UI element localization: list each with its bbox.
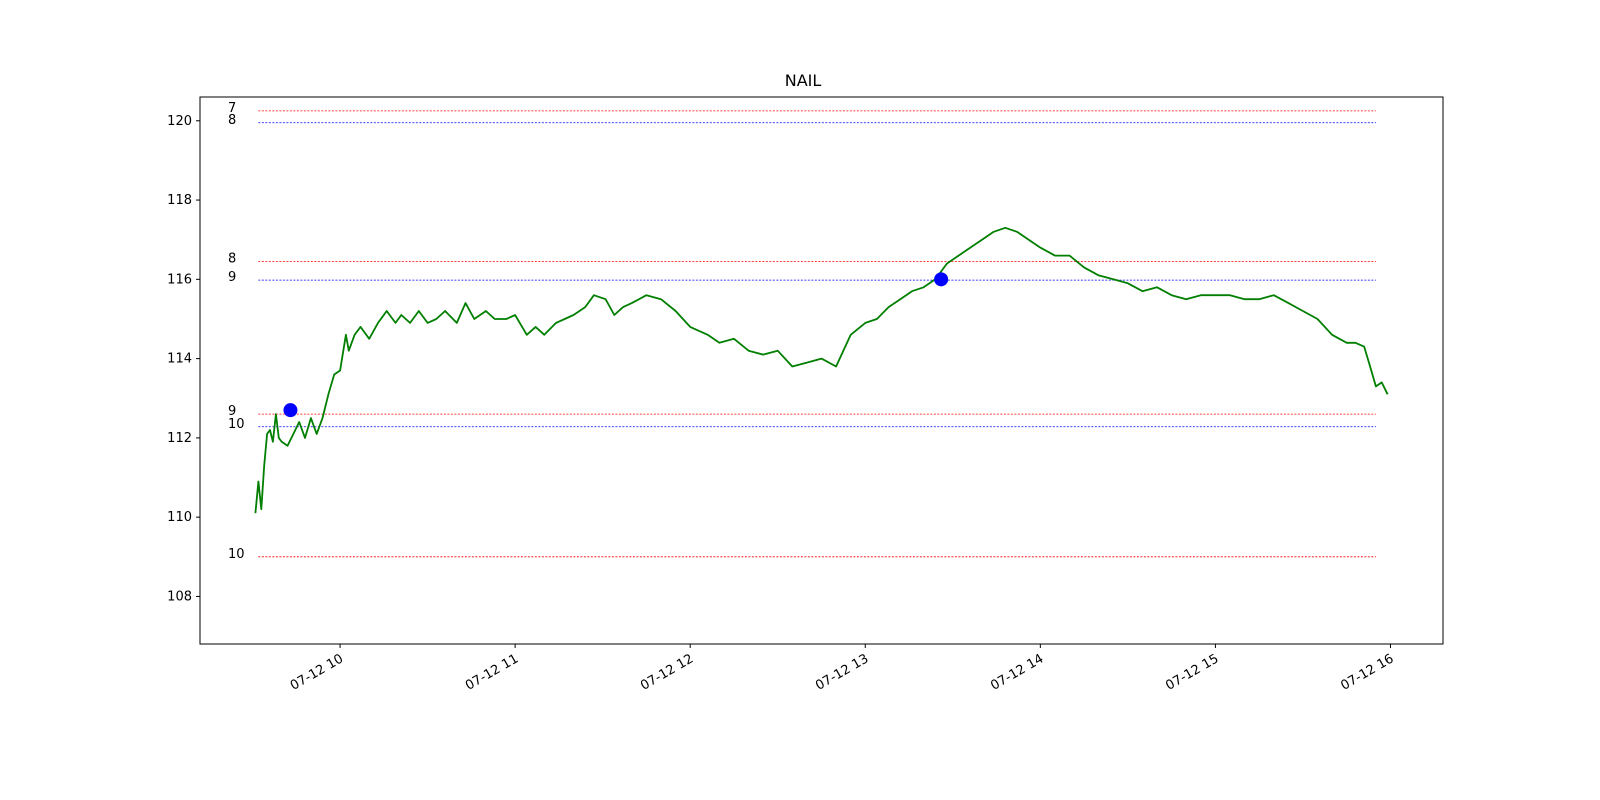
- chart-title: NAIL: [785, 71, 822, 90]
- level-label: 9: [228, 270, 236, 285]
- level-label: 8: [228, 251, 236, 266]
- y-tick-label: 120: [167, 114, 192, 129]
- y-tick-label: 110: [167, 510, 192, 525]
- level-label: 10: [228, 417, 245, 432]
- y-tick-label: 108: [167, 589, 192, 604]
- y-tick-label: 114: [167, 352, 192, 367]
- level-label: 10: [228, 547, 245, 562]
- marker-point: [283, 403, 298, 418]
- marker-point: [934, 272, 949, 287]
- y-tick-label: 112: [167, 431, 192, 446]
- y-tick-label: 116: [167, 272, 192, 287]
- level-label: 9: [228, 404, 236, 419]
- axes-frame: [199, 96, 1444, 645]
- level-label: 7: [228, 101, 236, 116]
- series-line: [254, 226, 1389, 514]
- level-label: 8: [228, 113, 236, 128]
- y-tick-label: 118: [167, 193, 192, 208]
